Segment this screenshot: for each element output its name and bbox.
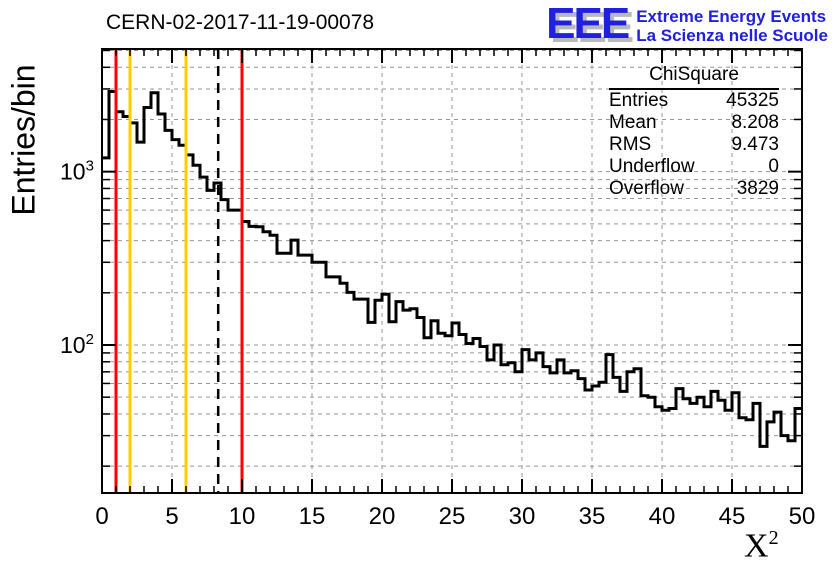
y-tick-label: 103 [60, 158, 94, 185]
stats-value: 0 [768, 156, 779, 177]
x-tick-label: 15 [299, 503, 326, 530]
stats-label: Overflow [609, 178, 684, 199]
x-tick-label: 45 [719, 503, 746, 530]
x-axis-title-base: X [744, 527, 769, 565]
y-tick-label: 102 [60, 331, 94, 358]
stats-box: ChiSquare Entries 45325 Mean 8.208 RMS 9… [609, 63, 779, 200]
x-tick-label: 30 [509, 503, 536, 530]
stats-value: 8.208 [731, 112, 779, 133]
stats-row-entries: Entries 45325 [609, 90, 779, 112]
x-tick-label: 50 [789, 503, 816, 530]
stats-row-underflow: Underflow 0 [609, 156, 779, 178]
page-title: CERN-02-2017-11-19-00078 [106, 11, 375, 34]
stats-label: Entries [609, 90, 669, 111]
stats-label: Mean [609, 112, 657, 133]
x-tick-label: 40 [649, 503, 676, 530]
eee-logo-acronym: EEE [546, 0, 630, 48]
stats-row-rms: RMS 9.473 [609, 134, 779, 156]
stats-value: 45325 [726, 90, 779, 111]
stats-value: 3829 [736, 178, 779, 199]
eee-logo: EEE Extreme Energy Events La Scienza nel… [546, 0, 828, 48]
plot-frame [101, 48, 803, 494]
x-tick-label: 25 [439, 503, 466, 530]
stats-label: Underflow [609, 156, 695, 177]
stats-label: RMS [609, 134, 652, 155]
eee-logo-line1: Extreme Energy Events [636, 7, 827, 26]
eee-logo-line2: La Scienza nelle Scuole [636, 26, 828, 45]
x-tick-label: 20 [369, 503, 396, 530]
x-tick-label: 0 [95, 503, 108, 530]
histogram-step-line [102, 90, 802, 448]
stats-value: 9.473 [731, 134, 779, 155]
stats-title: ChiSquare [609, 63, 779, 90]
x-tick-label: 10 [229, 503, 256, 530]
eee-logo-lines: Extreme Energy Events La Scienza nelle S… [636, 4, 828, 45]
x-tick-label: 35 [579, 503, 606, 530]
x-tick-label: 5 [165, 503, 178, 530]
x-axis-title-exponent: 2 [768, 527, 779, 549]
stats-row-overflow: Overflow 3829 [609, 178, 779, 200]
x-axis-title: X2 [744, 527, 779, 565]
stats-row-mean: Mean 8.208 [609, 112, 779, 134]
